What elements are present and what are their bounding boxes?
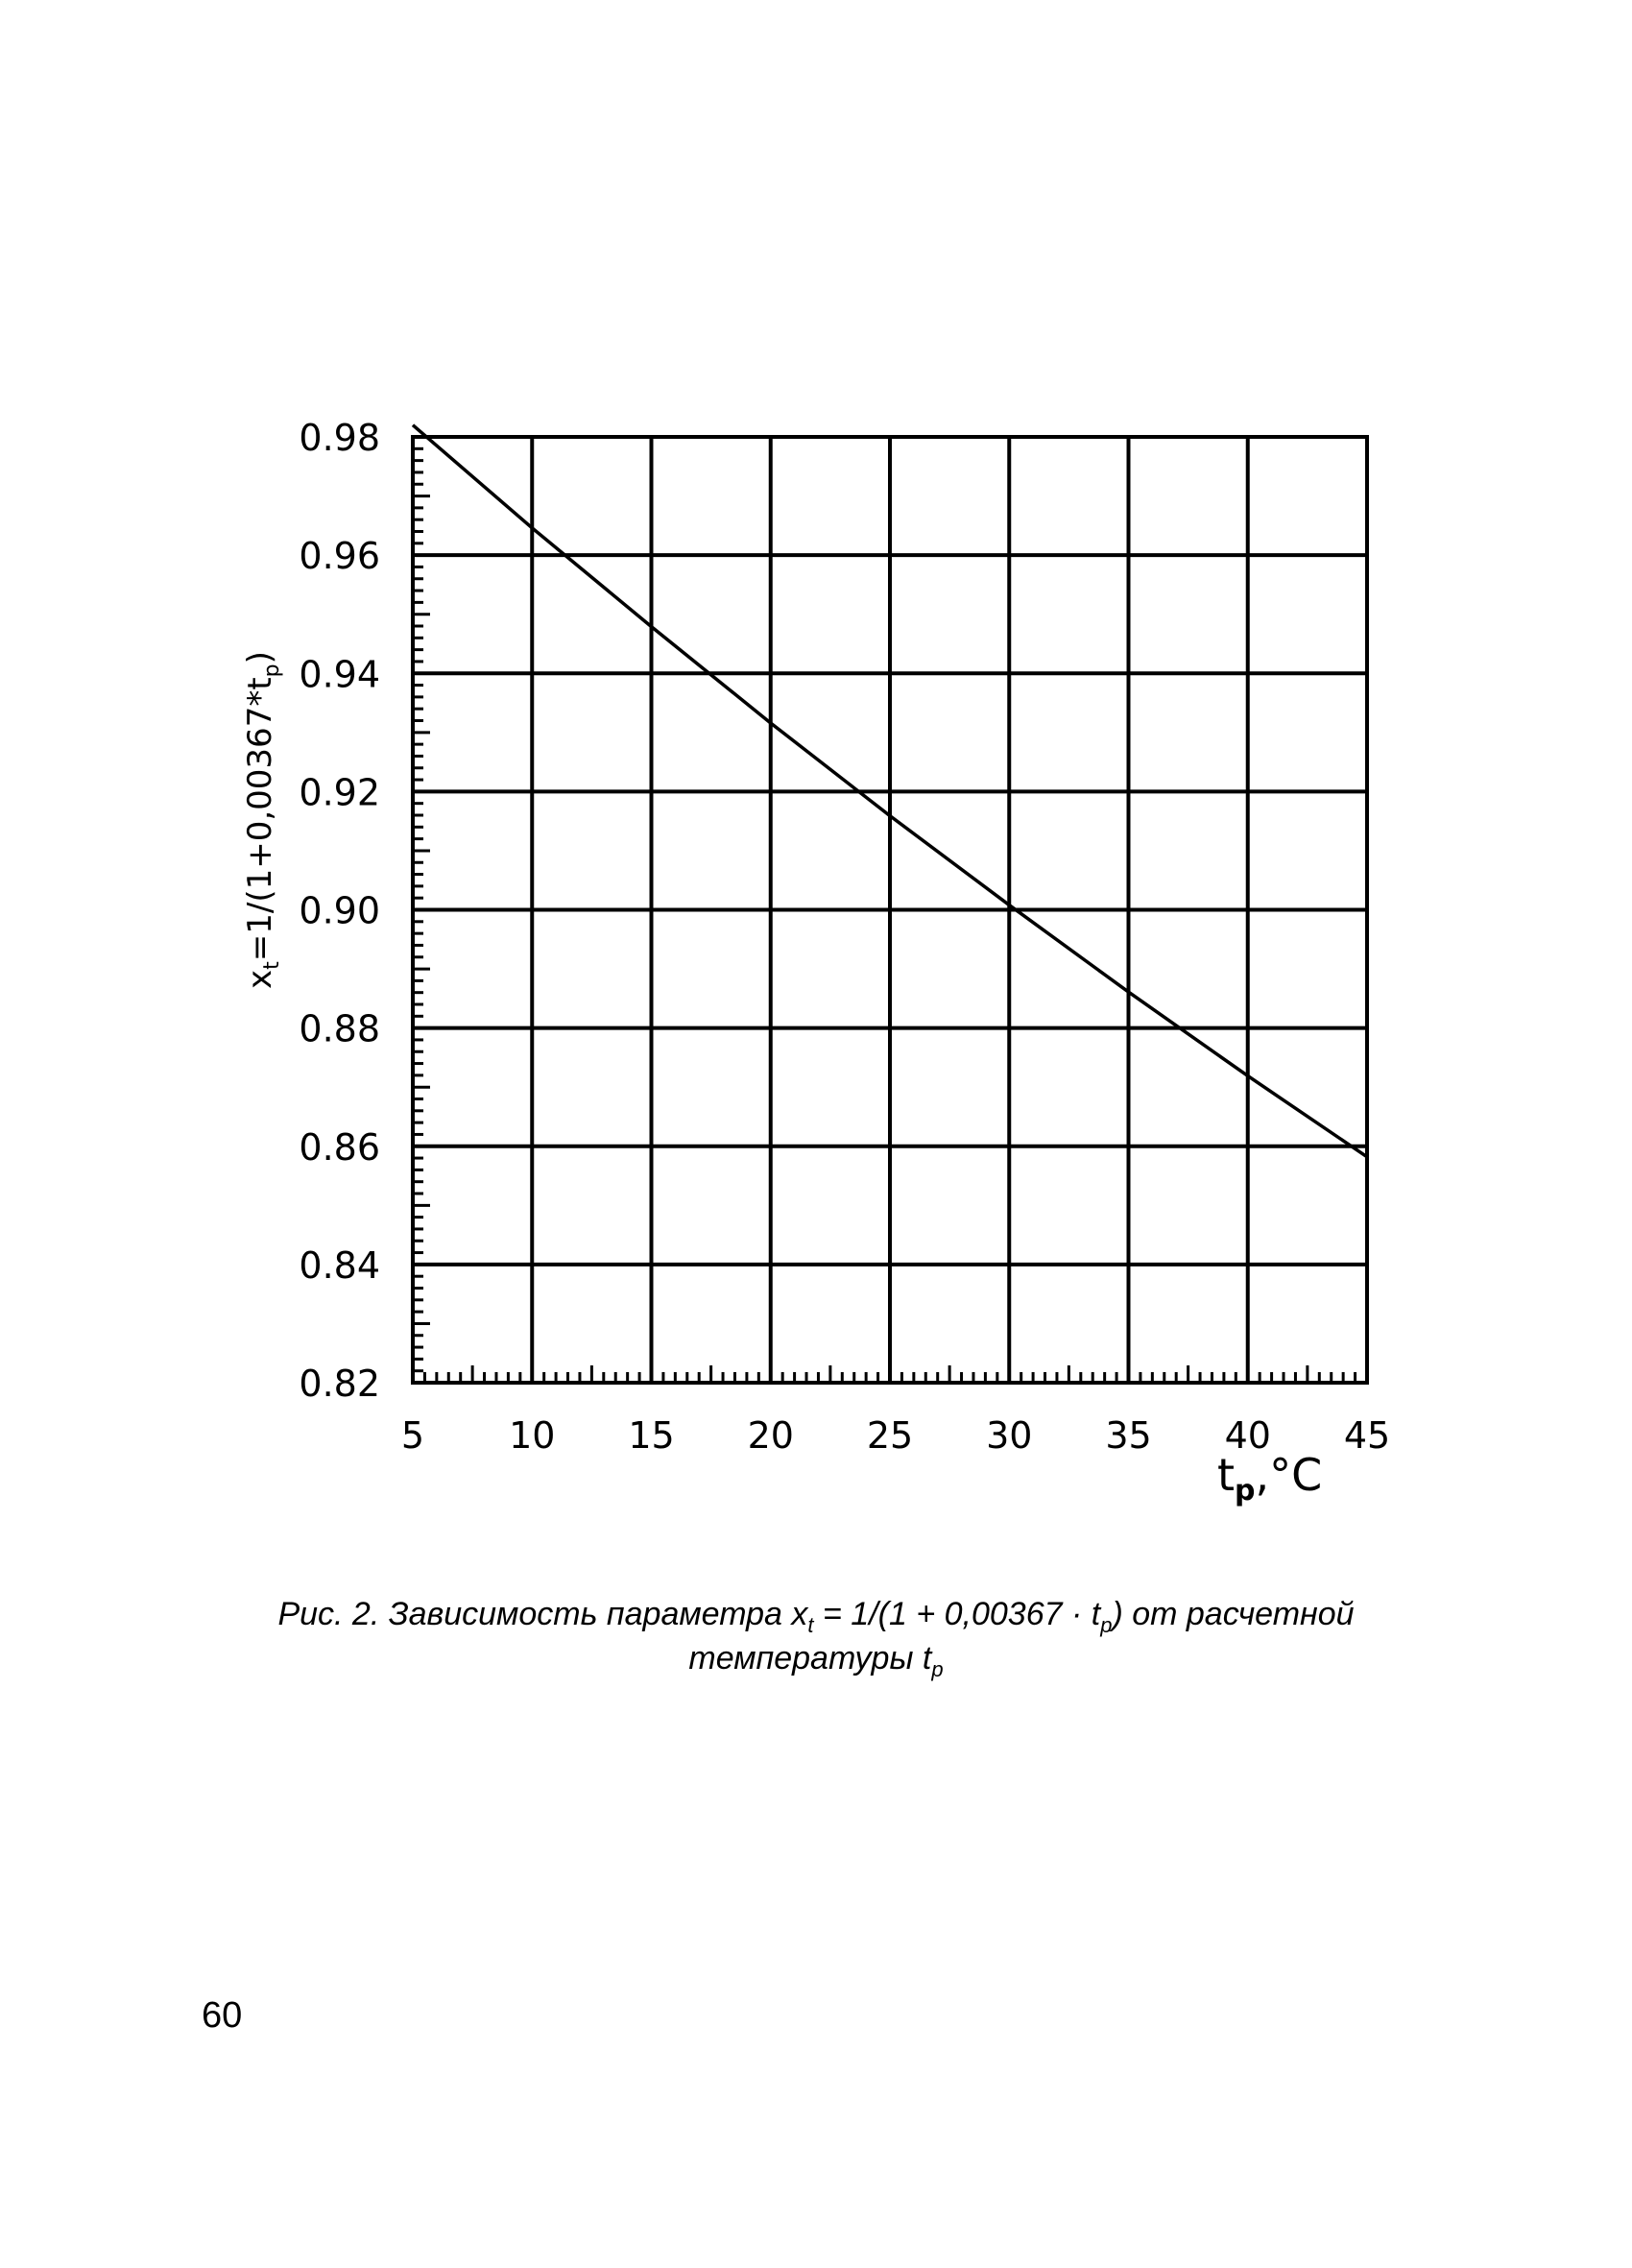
- y-tick-label-7: 0.96: [299, 535, 380, 577]
- y-tick-label-3: 0.88: [299, 1008, 380, 1050]
- caption-line-2: температуры tp: [688, 1640, 944, 1681]
- grid: [411, 435, 1369, 1385]
- y-tick-label-1: 0.84: [299, 1244, 380, 1287]
- y-tick-label-8: 0.98: [299, 417, 380, 459]
- y-tick-label-6: 0.94: [299, 653, 380, 695]
- y-tick-label-5: 0.92: [299, 771, 380, 813]
- y-axis-title: xt=1/(1+0,00367*tp): [241, 651, 284, 989]
- caption-line-1: Рис. 2. Зависимость параметра xt = 1/(1 …: [277, 1596, 1355, 1637]
- x-tick-label-1: 10: [509, 1414, 555, 1457]
- x-tick-label-8: 45: [1344, 1414, 1390, 1457]
- series-layer: [411, 423, 1368, 1159]
- y-tick-label-4: 0.90: [299, 890, 380, 932]
- page-number: 60: [202, 1995, 243, 2036]
- x-tick-labels: 5 10 15 20 25 30 35 40 45: [401, 1414, 1390, 1457]
- figure-caption: Рис. 2. Зависимость параметра xt = 1/(1 …: [144, 1592, 1488, 1680]
- plot-area-frame: [411, 435, 1369, 1385]
- x-tick-label-7: 40: [1225, 1414, 1271, 1457]
- y-tick-labels: 0.82 0.84 0.86 0.88 0.90 0.92 0.94 0.96 0.98: [299, 417, 380, 1405]
- x-tick-label-3: 20: [748, 1414, 794, 1457]
- x-tick-label-0: 5: [401, 1414, 424, 1457]
- x-tick-label-2: 15: [628, 1414, 674, 1457]
- x-tick-label-6: 35: [1105, 1414, 1151, 1457]
- y-tick-label-0: 0.82: [299, 1363, 380, 1405]
- y-tick-label-2: 0.86: [299, 1126, 380, 1169]
- x-axis-title: tp,°C: [1217, 1449, 1322, 1508]
- x-tick-label-4: 25: [867, 1414, 913, 1457]
- x-tick-label-5: 30: [986, 1414, 1032, 1457]
